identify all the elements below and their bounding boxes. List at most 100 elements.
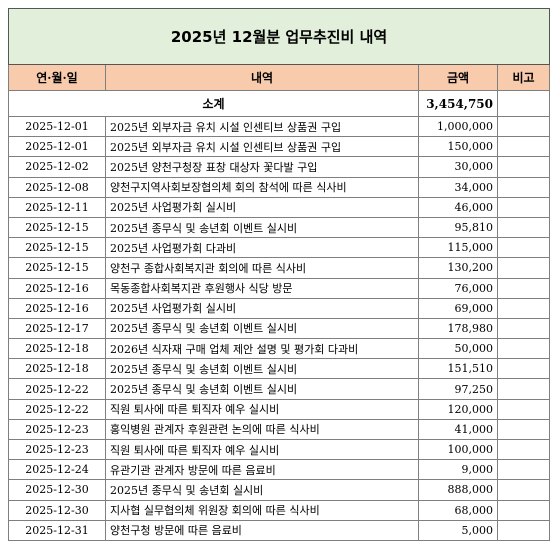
remark-cell bbox=[496, 317, 551, 340]
date-cell: 2025-12-22 bbox=[8, 378, 106, 400]
date-cell: 2025-12-15 bbox=[8, 237, 106, 259]
column-header: 비고 bbox=[496, 64, 551, 91]
column-header: 내역 bbox=[105, 64, 419, 91]
amount-cell: 151,510 bbox=[418, 358, 498, 380]
date-cell: 2025-12-15 bbox=[8, 216, 106, 239]
description-cell: 2025년 외부자금 유치 시설 인센티브 상품권 구입 bbox=[105, 115, 419, 138]
expense-row: 2025-12-16 목동종합사회복지관 후원행사 식당 방문 76,000 bbox=[8, 277, 551, 299]
amount-cell: 888,000 bbox=[418, 479, 498, 501]
expense-row: 2025-12-15 2025년 사업평가회 다과비 115,000 bbox=[8, 237, 551, 259]
remark-cell bbox=[496, 338, 551, 360]
description-cell: 지사협 실무협의체 위원장 회의에 따른 식사비 bbox=[105, 499, 419, 521]
description-cell: 2025년 사업평가회 실시비 bbox=[105, 196, 419, 218]
expense-row: 2025-12-01 2025년 외부자금 유치 시설 인센티브 상품권 구입 15… bbox=[8, 136, 551, 158]
expense-row: 2025-12-24 유관기관 관계자 방문에 따른 음료비 9,000 bbox=[8, 459, 551, 481]
remark-cell bbox=[496, 378, 551, 400]
amount-cell: 130,200 bbox=[418, 257, 498, 279]
expense-row: 2025-12-18 2026년 식자재 구매 업체 제안 설명 및 평가회 다과… bbox=[8, 338, 551, 360]
remark-cell bbox=[496, 398, 551, 420]
description-cell: 양천구청 방문에 따른 음료비 bbox=[105, 519, 419, 541]
date-cell: 2025-12-17 bbox=[8, 317, 106, 340]
expense-row: 2025-12-30 2025년 종무식 및 송년회 실시비 888,000 bbox=[8, 479, 551, 501]
remark-cell bbox=[496, 459, 551, 481]
remark-cell bbox=[496, 297, 551, 319]
amount-cell: 69,000 bbox=[418, 297, 498, 319]
remark-cell bbox=[496, 216, 551, 239]
amount-cell: 34,000 bbox=[418, 176, 498, 198]
remark-cell bbox=[496, 358, 551, 380]
description-cell: 2025년 양천구청장 표창 대상자 꽃다발 구입 bbox=[105, 156, 419, 178]
expense-row: 2025-12-23 직원 퇴사에 따른 퇴직자 예우 실시비 100,000 bbox=[8, 438, 551, 461]
date-cell: 2025-12-24 bbox=[8, 459, 106, 481]
date-cell: 2025-12-18 bbox=[8, 358, 106, 380]
amount-cell: 50,000 bbox=[418, 338, 498, 360]
date-cell: 2025-12-16 bbox=[8, 277, 106, 299]
expense-row: 2025-12-15 양천구 종합사회복지관 회의에 따른 식사비 130,200 bbox=[8, 257, 551, 279]
sheet-title: 2025년 12월분 업무추진비 내역 bbox=[7, 8, 551, 65]
date-cell: 2025-12-01 bbox=[8, 136, 106, 158]
description-cell: 양천구 종합사회복지관 회의에 따른 식사비 bbox=[105, 257, 419, 279]
remark-cell bbox=[496, 418, 551, 441]
expense-row: 2025-12-16 2025년 사업평가회 실시비 69,000 bbox=[8, 297, 551, 319]
amount-cell: 115,000 bbox=[418, 237, 498, 259]
expense-row: 2025-12-23 홍익병원 관계자 후원관련 논의에 따른 식사비 41,000 bbox=[8, 418, 551, 441]
date-cell: 2025-12-01 bbox=[8, 115, 106, 138]
column-header: 연·월·일 bbox=[8, 64, 106, 91]
description-cell: 2025년 종무식 및 송년회 이벤트 실시비 bbox=[105, 358, 419, 380]
description-cell: 2025년 종무식 및 송년회 이벤트 실시비 bbox=[105, 317, 419, 340]
date-cell: 2025-12-30 bbox=[8, 479, 106, 501]
expense-row: 2025-12-11 2025년 사업평가회 실시비 46,000 bbox=[8, 196, 551, 218]
amount-cell: 120,000 bbox=[418, 398, 498, 420]
expense-table: 2025년 12월분 업무추진비 내역 연·월·일 내역 금액 비고 소계 3,… bbox=[7, 8, 551, 541]
remark-cell bbox=[496, 519, 551, 541]
description-cell: 2025년 종무식 및 송년회 이벤트 실시비 bbox=[105, 216, 419, 239]
description-cell: 2025년 사업평가회 실시비 bbox=[105, 297, 419, 319]
remark-cell bbox=[496, 277, 551, 299]
date-cell: 2025-12-18 bbox=[8, 338, 106, 360]
remark-cell bbox=[496, 156, 551, 178]
expense-sheet: 2025년 12월분 업무추진비 내역 연·월·일 내역 금액 비고 소계 3,… bbox=[7, 8, 551, 541]
column-header: 금액 bbox=[418, 64, 498, 91]
date-cell: 2025-12-23 bbox=[8, 438, 106, 461]
description-cell: 2026년 식자재 구매 업체 제안 설명 및 평가회 다과비 bbox=[105, 338, 419, 360]
description-cell: 2025년 사업평가회 다과비 bbox=[105, 237, 419, 259]
expense-row: 2025-12-30 지사협 실무협의체 위원장 회의에 따른 식사비 68,000 bbox=[8, 499, 551, 521]
remark-cell bbox=[496, 257, 551, 279]
remark-cell bbox=[496, 237, 551, 259]
amount-cell: 5,000 bbox=[418, 519, 498, 541]
amount-cell: 30,000 bbox=[418, 156, 498, 178]
amount-cell: 150,000 bbox=[418, 136, 498, 158]
description-cell: 직원 퇴사에 따른 퇴직자 예우 실시비 bbox=[105, 398, 419, 420]
date-cell: 2025-12-08 bbox=[8, 176, 106, 198]
description-cell: 유관기관 관계자 방문에 따른 음료비 bbox=[105, 459, 419, 481]
amount-cell: 46,000 bbox=[418, 196, 498, 218]
amount-cell: 68,000 bbox=[418, 499, 498, 521]
description-cell: 양천구지역사회보장협의체 회의 참석에 따른 식사비 bbox=[105, 176, 419, 198]
remark-cell bbox=[496, 115, 551, 138]
date-cell: 2025-12-15 bbox=[8, 257, 106, 279]
amount-cell: 178,980 bbox=[418, 317, 498, 340]
description-cell: 2025년 외부자금 유치 시설 인센티브 상품권 구입 bbox=[105, 136, 419, 158]
subtotal-amount: 3,454,750 bbox=[418, 90, 498, 117]
expense-row: 2025-12-17 2025년 종무식 및 송년회 이벤트 실시비 178,980 bbox=[8, 317, 551, 340]
remark-cell bbox=[496, 196, 551, 218]
date-cell: 2025-12-02 bbox=[8, 156, 106, 178]
remark-cell bbox=[496, 479, 551, 501]
expense-row: 2025-12-02 2025년 양천구청장 표창 대상자 꽃다발 구입 30,00… bbox=[8, 156, 551, 178]
remark-cell bbox=[496, 90, 551, 117]
amount-cell: 1,000,000 bbox=[418, 115, 498, 138]
date-cell: 2025-12-11 bbox=[8, 196, 106, 218]
expense-row: 2025-12-08 양천구지역사회보장협의체 회의 참석에 따른 식사비 34,0… bbox=[8, 176, 551, 198]
amount-cell: 9,000 bbox=[418, 459, 498, 481]
description-cell: 목동종합사회복지관 후원행사 식당 방문 bbox=[105, 277, 419, 299]
expense-row: 2025-12-18 2025년 종무식 및 송년회 이벤트 실시비 151,510 bbox=[8, 358, 551, 380]
amount-cell: 95,810 bbox=[418, 216, 498, 239]
remark-cell bbox=[496, 176, 551, 198]
description-cell: 2025년 종무식 및 송년회 실시비 bbox=[105, 479, 419, 501]
remark-cell bbox=[496, 499, 551, 521]
amount-cell: 76,000 bbox=[418, 277, 498, 299]
description-cell: 홍익병원 관계자 후원관련 논의에 따른 식사비 bbox=[105, 418, 419, 441]
expense-row: 2025-12-22 2025년 종무식 및 송년회 이벤트 실시비 97,250 bbox=[8, 378, 551, 400]
date-cell: 2025-12-16 bbox=[8, 297, 106, 319]
